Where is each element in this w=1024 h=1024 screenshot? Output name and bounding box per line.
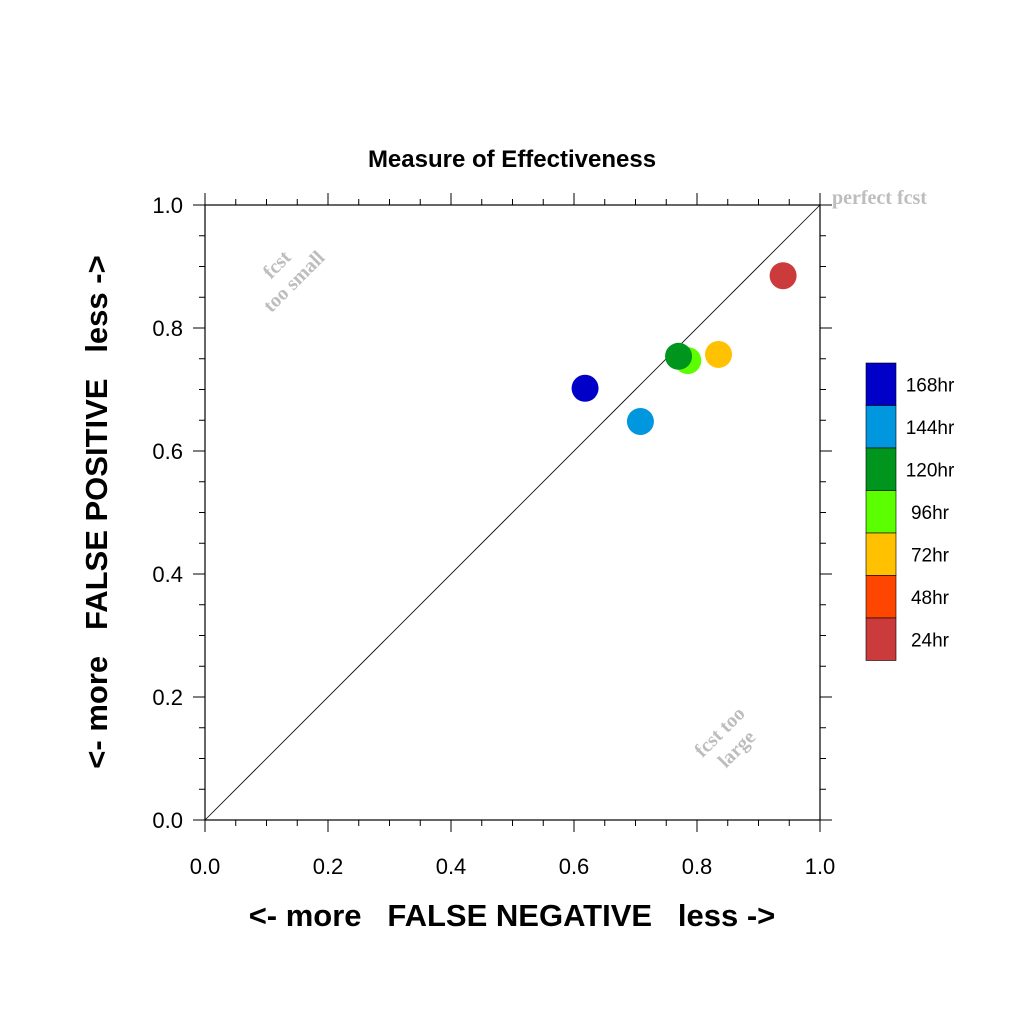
data-point-168hr bbox=[571, 374, 599, 402]
perfect-forecast-line bbox=[204, 204, 821, 821]
x-axis-label: <- more FALSE NEGATIVE less -> bbox=[249, 898, 776, 933]
x-tick-label: 1.0 bbox=[805, 854, 836, 879]
x-tick-label: 0.8 bbox=[682, 854, 713, 879]
y-tick-label: 0.2 bbox=[152, 685, 183, 710]
legend-label-24hr: 24hr bbox=[911, 630, 950, 651]
y-tick-label: 0.8 bbox=[152, 316, 183, 341]
legend-swatch-120hr bbox=[865, 447, 897, 491]
legend-label-48hr: 48hr bbox=[911, 588, 950, 609]
legend-label-120hr: 120hr bbox=[906, 460, 955, 481]
x-tick-label: 0.0 bbox=[190, 854, 221, 879]
legend-label-72hr: 72hr bbox=[911, 545, 950, 566]
x-tick-label: 0.6 bbox=[559, 854, 590, 879]
plot-area: 0.0 0.2 0.4 0.6 0.8 1.0 0.0 0.2 0.4 0.6 0.8 1.0 perf… bbox=[152, 187, 927, 879]
x-tick-label: 0.4 bbox=[436, 854, 467, 879]
data-point-72hr bbox=[705, 340, 733, 368]
y-tick-label: 0.6 bbox=[152, 439, 183, 464]
legend-label-96hr: 96hr bbox=[911, 503, 950, 524]
legend-label-168hr: 168hr bbox=[906, 375, 955, 396]
y-tick-label: 0.0 bbox=[152, 808, 183, 833]
data-point-120hr bbox=[665, 342, 693, 370]
y-axis-label: <- more FALSE POSITIVE less -> bbox=[79, 255, 114, 768]
legend-swatch-72hr bbox=[865, 532, 897, 576]
y-tick-label: 0.4 bbox=[152, 562, 183, 587]
data-point-144hr bbox=[626, 407, 654, 435]
data-point-24hr bbox=[769, 262, 797, 290]
legend: 168hr 144hr 120hr 96hr 72hr 48hr 24hr bbox=[865, 362, 955, 661]
perfect-forecast-label: perfect fcst bbox=[832, 187, 927, 209]
legend-swatch-24hr bbox=[865, 617, 897, 661]
chart-title: Measure of Effectiveness bbox=[368, 146, 656, 173]
legend-label-144hr: 144hr bbox=[906, 418, 955, 439]
x-tick-label: 0.2 bbox=[313, 854, 344, 879]
legend-swatch-168hr bbox=[865, 362, 897, 406]
legend-swatch-48hr bbox=[865, 575, 897, 619]
y-tick-label: 1.0 bbox=[152, 193, 183, 218]
legend-swatch-96hr bbox=[865, 490, 897, 534]
legend-swatch-144hr bbox=[865, 405, 897, 449]
